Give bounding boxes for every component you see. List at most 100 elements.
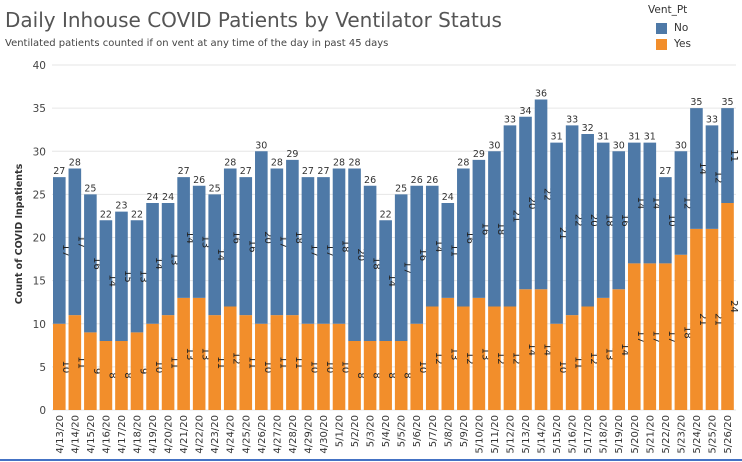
label-no: 14 xyxy=(386,274,397,287)
label-total: 32 xyxy=(582,123,594,134)
label-no: 21 xyxy=(557,227,568,240)
legend-item-yes[interactable]: Yes xyxy=(648,36,738,52)
bar-no xyxy=(286,159,299,316)
label-total: 29 xyxy=(473,149,485,160)
label-yes: 8 xyxy=(122,372,133,378)
x-tick-label: 5/19/20 xyxy=(614,415,625,454)
legend-swatch-no xyxy=(656,22,667,34)
bar-yes xyxy=(208,315,221,410)
label-total: 34 xyxy=(519,106,531,117)
label-total: 31 xyxy=(644,132,656,143)
bar-no xyxy=(84,194,97,333)
bar-no xyxy=(68,168,82,316)
label-no: 16 xyxy=(91,257,102,270)
x-tick-label: 5/24/20 xyxy=(692,415,703,454)
legend-label-yes: Yes xyxy=(674,38,691,50)
bar-no xyxy=(643,142,657,264)
label-no: 22 xyxy=(542,188,553,201)
label-yes: 9 xyxy=(138,368,149,374)
label-yes: 21 xyxy=(697,313,708,326)
legend-item-no[interactable]: No xyxy=(648,20,738,36)
label-total: 24 xyxy=(442,192,454,203)
label-total: 36 xyxy=(535,89,547,100)
label-no: 21 xyxy=(510,210,521,223)
bar-yes xyxy=(627,263,641,410)
label-no: 10 xyxy=(666,214,677,227)
y-axis-label: Count of COVID Inpatients xyxy=(14,163,25,304)
label-no: 13 xyxy=(169,253,180,266)
bar-no xyxy=(394,194,408,341)
bar-yes xyxy=(332,323,346,410)
bar-yes xyxy=(457,306,470,410)
bar-no xyxy=(705,125,719,229)
x-tick-label: 5/12/20 xyxy=(505,415,516,454)
bar-yes xyxy=(690,228,703,410)
x-tick-label: 4/17/20 xyxy=(117,415,128,454)
label-yes: 17 xyxy=(635,330,646,343)
label-yes: 13 xyxy=(184,348,195,361)
label-yes: 14 xyxy=(542,343,553,356)
bar-no xyxy=(146,203,159,324)
label-no: 12 xyxy=(712,171,723,184)
x-tick-label: 4/20/20 xyxy=(164,415,175,454)
label-total: 30 xyxy=(488,140,500,151)
x-tick-label: 4/15/20 xyxy=(86,415,97,454)
x-tick-label: 5/14/20 xyxy=(537,415,548,454)
label-total: 29 xyxy=(286,149,298,160)
label-yes: 12 xyxy=(588,352,599,365)
x-tick-label: 5/13/20 xyxy=(521,415,532,454)
chart-subtitle: Ventilated patients counted if on vent a… xyxy=(5,38,389,49)
label-yes: 11 xyxy=(75,356,86,369)
bar-no xyxy=(115,211,128,341)
x-tick-label: 4/18/20 xyxy=(133,415,144,454)
legend: Vent_Pt No Yes xyxy=(648,4,738,52)
label-yes: 13 xyxy=(448,348,459,361)
bar-no xyxy=(519,116,532,290)
bar-no xyxy=(503,125,517,307)
bar-no xyxy=(410,185,424,324)
label-no: 14 xyxy=(650,197,661,210)
bar-no xyxy=(332,168,346,324)
x-tick-label: 5/1/20 xyxy=(335,415,346,447)
bar-yes xyxy=(519,289,532,410)
bar-no xyxy=(488,151,501,307)
bar-no xyxy=(270,168,284,316)
label-yes: 21 xyxy=(712,313,723,326)
label-total: 33 xyxy=(706,114,718,125)
label-no: 14 xyxy=(153,257,164,270)
label-yes: 8 xyxy=(355,372,366,378)
label-no: 22 xyxy=(573,214,584,227)
label-yes: 10 xyxy=(324,361,335,374)
label-yes: 10 xyxy=(417,361,428,374)
label-total: 27 xyxy=(659,166,671,177)
label-total: 28 xyxy=(349,158,361,169)
label-total: 31 xyxy=(628,132,640,143)
bar-no xyxy=(674,151,688,255)
label-total: 28 xyxy=(69,158,81,169)
bar-yes xyxy=(441,297,455,410)
label-yes: 18 xyxy=(681,326,692,339)
bar-no xyxy=(239,177,253,316)
label-yes: 13 xyxy=(479,348,490,361)
x-tick-label: 5/4/20 xyxy=(381,415,392,447)
label-total: 31 xyxy=(551,132,563,143)
label-total: 25 xyxy=(209,183,221,194)
label-no: 16 xyxy=(464,231,475,244)
label-total: 27 xyxy=(317,166,329,177)
label-total: 22 xyxy=(100,209,112,220)
x-tick-label: 5/7/20 xyxy=(428,415,439,447)
bar-yes xyxy=(488,306,501,410)
x-tick-label: 5/23/20 xyxy=(676,415,687,454)
label-no: 14 xyxy=(697,162,708,175)
bar-no xyxy=(627,142,641,264)
legend-title: Vent_Pt xyxy=(648,4,688,16)
x-tick-label: 4/14/20 xyxy=(70,415,81,454)
bar-yes xyxy=(581,306,594,410)
x-tick-label: 5/17/20 xyxy=(583,415,594,454)
x-tick-label: 5/10/20 xyxy=(474,415,485,454)
x-tick-label: 4/30/20 xyxy=(319,415,330,454)
bar-yes xyxy=(674,254,688,410)
bar-yes xyxy=(68,315,82,410)
label-total: 26 xyxy=(426,175,438,186)
bar-yes xyxy=(255,323,268,410)
